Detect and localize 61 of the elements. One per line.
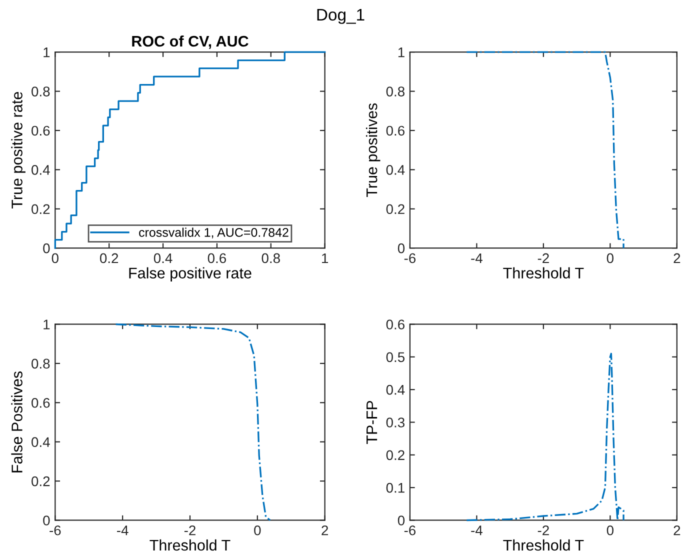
x-tick-label: -6 [404, 253, 416, 264]
x-tick-label: 0 [254, 525, 261, 536]
y-tick-label: 0.6 [386, 320, 404, 330]
line-series [466, 352, 624, 522]
y-tick-label: 0 [43, 243, 50, 254]
x-tick-label: 0.4 [154, 253, 172, 264]
y-tick-label: 0.3 [386, 418, 404, 428]
y-tick-label: 0.8 [386, 86, 404, 96]
y-tick-label: 0.6 [32, 126, 50, 136]
x-tick-label: -2 [538, 253, 549, 264]
y-tick-label: 0.8 [32, 358, 50, 369]
y-tick-label: 1 [44, 320, 50, 330]
x-tick-label: 2 [322, 525, 328, 536]
y-tick-label: 0.2 [32, 476, 50, 486]
y-tick-label: 0.4 [386, 384, 405, 395]
x-axis-title: False positive rate [129, 267, 252, 282]
y-tick-label: 0.8 [32, 86, 50, 96]
x-tick-label: 0 [606, 253, 614, 264]
y-tick-label: 0.2 [32, 204, 50, 214]
line-series [466, 51, 624, 249]
y-axis-title: True positives [366, 103, 380, 197]
text: Dog_1 [317, 9, 364, 24]
x-axis-title: Threshold T [150, 539, 230, 551]
x-axis-title: Threshold T [503, 539, 584, 551]
line-series [115, 323, 272, 522]
y-tick-label: 0.6 [386, 126, 404, 136]
y-tick-label: 0 [398, 243, 405, 254]
y-tick-label: 0 [398, 516, 405, 526]
y-tick-label: 0 [43, 516, 50, 526]
x-tick-label: -6 [50, 525, 61, 536]
y-axis-title: TP-FP [366, 400, 378, 444]
x-tick-label: 2 [674, 525, 680, 536]
x-tick-label: 2 [674, 253, 680, 264]
x-tick-label: -4 [471, 253, 482, 264]
x-tick-label: -2 [184, 525, 196, 536]
x-tick-label: 0 [606, 525, 614, 536]
x-tick-label: 0.6 [208, 253, 226, 264]
y-tick-label: 0.4 [32, 165, 50, 175]
y-axis-title: False Positives [11, 371, 22, 472]
y-tick-label: 0.2 [386, 204, 404, 214]
x-tick-label: 1 [322, 253, 328, 264]
x-tick-label: 0.2 [100, 253, 118, 264]
x-tick-label: 0.8 [262, 253, 280, 264]
y-tick-label: 0.1 [386, 482, 404, 493]
y-tick-label: 0.6 [32, 398, 50, 408]
x-tick-label: -2 [538, 525, 549, 536]
y-tick-label: 1 [398, 48, 404, 58]
y-tick-label: 0.2 [386, 450, 404, 460]
x-tick-label: -4 [117, 526, 128, 536]
y-tick-label: 0.4 [386, 165, 405, 175]
y-tick-label: 0.5 [386, 352, 405, 362]
y-tick-label: 1 [44, 48, 50, 58]
legend-label: crossvalidx 1, AUC=0.7842 [139, 228, 288, 238]
chart-title: ROC of CV, AUC [132, 35, 248, 49]
x-axis-title: Threshold T [503, 267, 584, 278]
x-tick-label: -6 [404, 525, 416, 536]
x-tick-label: -4 [471, 526, 482, 536]
x-tick-label: 0 [52, 253, 58, 264]
y-axis-title: True positive rate [11, 92, 26, 208]
y-tick-label: 0.4 [32, 437, 50, 448]
line-series [54, 51, 326, 249]
